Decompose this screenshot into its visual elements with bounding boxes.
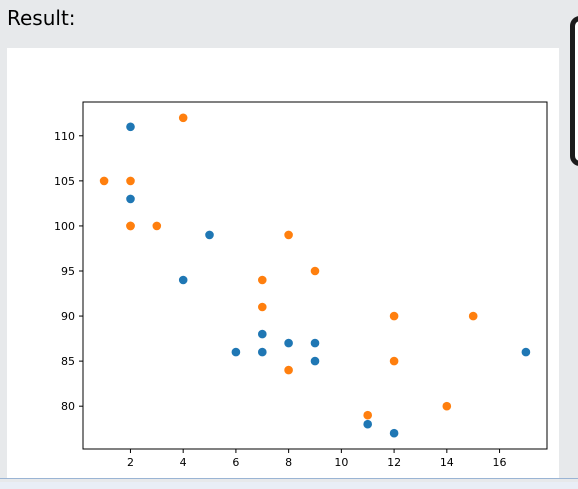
- scatter-point-s2-15: [258, 275, 267, 285]
- y-tick-label: 85: [61, 355, 75, 368]
- scatter-point-s2-13: [389, 356, 399, 366]
- y-tick-label: 80: [61, 400, 75, 413]
- scatter-point-s2-3: [284, 365, 293, 375]
- scatter-point-s2-7: [389, 311, 399, 321]
- scatter-point-s2-10: [442, 401, 452, 411]
- scatter-point-s2-4: [99, 176, 109, 186]
- scatter-point-s2-11: [258, 302, 267, 312]
- y-tick-label: 105: [54, 175, 75, 188]
- x-tick-label: 14: [440, 456, 454, 469]
- scatter-point-s1-2: [258, 347, 267, 357]
- scatter-point-s2-2: [126, 176, 135, 186]
- scatter-point-s2-9: [178, 113, 188, 123]
- scatter-point-s1-12: [310, 356, 320, 366]
- scatter-point-s1-1: [205, 230, 214, 240]
- x-tick-label: 10: [334, 456, 348, 469]
- x-tick-label: 2: [127, 456, 134, 469]
- y-axis: 80 85 90 95 100 105 110: [54, 130, 83, 413]
- scatter-chart: 2 4 6 8 10 12 14 16 80 85 90 95 100 105 110: [54, 101, 548, 469]
- points-layer: [99, 113, 531, 438]
- scatter-point-s2-14: [126, 221, 135, 231]
- x-tick-label: 8: [285, 456, 292, 469]
- result-label: Result:: [7, 6, 76, 30]
- bottom-strip: [0, 478, 578, 489]
- result-frame: 2 4 6 8 10 12 14 16 80 85 90 95 100 105 110: [7, 48, 559, 478]
- scatter-point-s2-5: [468, 311, 478, 321]
- scatter-point-s2-8: [310, 266, 320, 276]
- scatter-point-s1-11: [389, 428, 399, 438]
- scatter-point-s1-4: [258, 329, 267, 339]
- y-tick-label: 100: [54, 220, 75, 233]
- scatter-point-s1-9: [178, 275, 188, 285]
- scatter-point-s1-7: [126, 194, 135, 204]
- x-axis: 2 4 6 8 10 12 14 16: [127, 449, 507, 469]
- scatter-point-s1-3: [284, 338, 293, 348]
- x-tick-label: 12: [387, 456, 401, 469]
- scatter-point-s1-10: [363, 419, 373, 429]
- scatter-point-s1-8: [310, 338, 320, 348]
- y-tick-label: 110: [54, 130, 75, 143]
- y-tick-label: 95: [61, 265, 75, 278]
- scatter-point-s2-12: [363, 410, 373, 420]
- scatter-point-s1-5: [126, 122, 135, 132]
- x-tick-label: 6: [232, 456, 239, 469]
- scatter-point-s1-13: [231, 347, 241, 357]
- x-tick-label: 4: [180, 456, 187, 469]
- scatter-point-s1-6: [521, 347, 531, 357]
- y-tick-label: 90: [61, 310, 75, 323]
- scatter-point-s2-16: [152, 221, 162, 231]
- plot-frame: [82, 101, 548, 450]
- side-panel: [570, 16, 578, 166]
- x-tick-label: 16: [493, 456, 507, 469]
- scatter-point-s2-6: [284, 230, 293, 240]
